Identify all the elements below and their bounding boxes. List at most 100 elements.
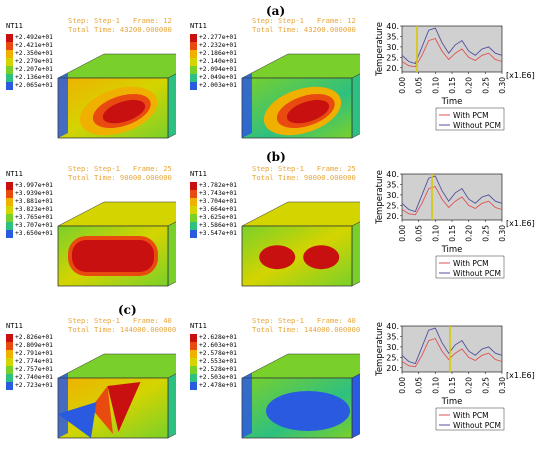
legend-swatch (6, 358, 13, 366)
legend-entry: +2.065e+01 (6, 82, 53, 90)
box-model (57, 53, 176, 139)
box-top-face (241, 201, 360, 227)
legend-swatch (190, 206, 197, 214)
series-line (401, 37, 503, 68)
x-axis-label: Time (441, 397, 463, 407)
legend-value: +2.279e+01 (15, 58, 53, 65)
legend-value: +3.704e+01 (199, 198, 237, 205)
total-time-line: Total Time: 144000.000000 (252, 325, 361, 334)
x-tick-label: 0.20 (465, 225, 474, 242)
y-axis-label: Temperature (375, 170, 385, 225)
series-line (401, 27, 503, 65)
legend-entry: +2.136e+01 (6, 74, 53, 82)
legend-entry: +2.528e+01 (190, 366, 237, 374)
legend-entry: +3.547e+01 (190, 230, 237, 238)
legend-value: +2.528e+01 (199, 366, 237, 373)
series-line (401, 185, 503, 216)
variable-name: NT11 (6, 170, 23, 178)
legend-swatch (190, 198, 197, 206)
legend-value: +2.478e+01 (199, 382, 237, 389)
legend-value: +2.186e+01 (199, 50, 237, 57)
x-tick-label: 0.25 (481, 225, 490, 242)
x-tick-label: 0.00 (398, 377, 407, 394)
legend-label: With PCM (453, 111, 489, 120)
legend-entry: +3.664e+01 (190, 206, 237, 214)
legend-swatch (6, 50, 13, 58)
color-legend: +2.277e+01 +2.232e+01 +2.186e+01 +2.140e+01… (190, 34, 237, 90)
y-tick-label: 30. (386, 343, 399, 352)
legend-entry: +2.186e+01 (190, 50, 237, 58)
legend-value: +3.881e+01 (15, 198, 53, 205)
x-tick-label: 0.15 (448, 377, 457, 394)
series-line (401, 327, 503, 365)
legend-value: +3.586e+01 (199, 222, 237, 229)
legend-swatch (6, 190, 13, 198)
y-tick-label: 20. (386, 364, 399, 373)
legend-entry: +2.774e+01 (6, 358, 53, 366)
legend-entry: +2.503e+01 (190, 374, 237, 382)
legend-value: +3.707e+01 (15, 222, 53, 229)
legend-label: With PCM (453, 259, 489, 268)
x-tick-label: 0.00 (398, 77, 407, 94)
legend-entry: +3.707e+01 (6, 222, 53, 230)
simulation-view: NT11 Step: Step-1 Frame: 40 Total Time: 14… (6, 316, 186, 450)
y-tick-label: 40. (386, 22, 399, 31)
legend-value: +2.277e+01 (199, 34, 237, 41)
temperature-contour (58, 382, 141, 438)
legend-entry: +3.743e+01 (190, 190, 237, 198)
temperature-history-plot: 20. 25. 30. 35. 40. 0.00 0.05 0.10 0.15 0.20 0.25 0… (372, 320, 542, 460)
legend-swatch (190, 34, 197, 42)
legend-swatch (190, 82, 197, 90)
x-scale-label: [x1.E6] (506, 219, 535, 228)
legend-entry: +2.140e+01 (190, 58, 237, 66)
x-axis-label: Time (441, 245, 463, 255)
legend-swatch (6, 230, 13, 238)
x-tick-label: 0.10 (431, 225, 440, 242)
legend-swatch (190, 74, 197, 82)
legend-swatch (6, 366, 13, 374)
color-legend: +3.997e+01 +3.939e+01 +3.881e+01 +3.823e+01… (6, 182, 53, 238)
legend-entry: +3.881e+01 (6, 198, 53, 206)
variable-name: NT11 (6, 22, 23, 30)
legend-value: +3.743e+01 (199, 190, 237, 197)
variable-name: NT11 (190, 22, 207, 30)
legend-entry: +2.723e+01 (6, 382, 53, 390)
legend-value: +2.094e+01 (199, 66, 237, 73)
simulation-view: NT11 Step: Step-1 Frame: 40 Total Time: 14… (190, 316, 370, 450)
step-line: Step: Step-1 Frame: 40 (68, 316, 172, 325)
step-line: Step: Step-1 Frame: 40 (252, 316, 356, 325)
variable-name: NT11 (190, 322, 207, 330)
legend-value: +2.791e+01 (15, 350, 53, 357)
panel-label: (b) (266, 150, 286, 164)
x-tick-label: 0.10 (431, 77, 440, 94)
legend-entry: +2.277e+01 (190, 34, 237, 42)
x-tick-label: 0.15 (448, 77, 457, 94)
box-top-face (57, 53, 176, 79)
legend-entry: +2.578e+01 (190, 350, 237, 358)
x-tick-label: 0.05 (415, 377, 424, 394)
step-line: Step: Step-1 Frame: 25 (252, 164, 356, 173)
x-tick-label: 0.25 (481, 77, 490, 94)
legend-value: +2.421e+01 (15, 42, 53, 49)
legend-value: +3.997e+01 (15, 182, 53, 189)
legend-swatch (190, 334, 197, 342)
x-tick-label: 0.15 (448, 225, 457, 242)
legend-entry: +3.650e+01 (6, 230, 53, 238)
y-tick-label: 25. (386, 353, 399, 362)
box-top-face (57, 201, 176, 227)
x-tick-label: 0.05 (415, 225, 424, 242)
legend-entry: +2.207e+01 (6, 66, 53, 74)
plot-svg: 20. 25.30. 35.40. 0.00 0.05 0.10 0.15 0.20 0.25 0… (375, 170, 535, 279)
legend-entry: +2.049e+01 (190, 74, 237, 82)
legend-swatch (6, 74, 13, 82)
y-tick-label: 25. (386, 201, 399, 210)
box-model (241, 201, 360, 287)
box-edge-band (242, 373, 252, 438)
legend-value: +2.553e+01 (199, 358, 237, 365)
y-tick-label: 25. (386, 53, 399, 62)
legend-entry: +2.421e+01 (6, 42, 53, 50)
legend-swatch (6, 374, 13, 382)
legend-entry: +3.823e+01 (6, 206, 53, 214)
step-info: Step: Step-1 Frame: 25 Total Time: 90000.… (68, 164, 172, 182)
variable-name: NT11 (6, 322, 23, 330)
